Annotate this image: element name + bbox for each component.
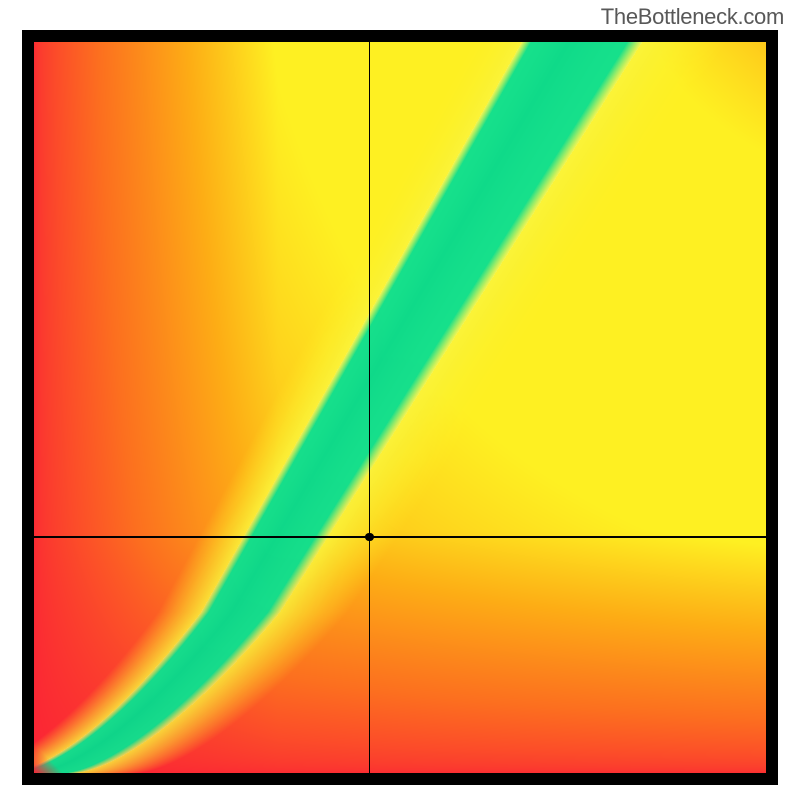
attribution-text: TheBottleneck.com [601, 0, 800, 30]
crosshair-horizontal [34, 536, 766, 537]
page-root: TheBottleneck.com [0, 0, 800, 800]
marker-dot [365, 533, 374, 542]
bottleneck-heatmap [34, 42, 766, 773]
crosshair-vertical [369, 42, 370, 773]
